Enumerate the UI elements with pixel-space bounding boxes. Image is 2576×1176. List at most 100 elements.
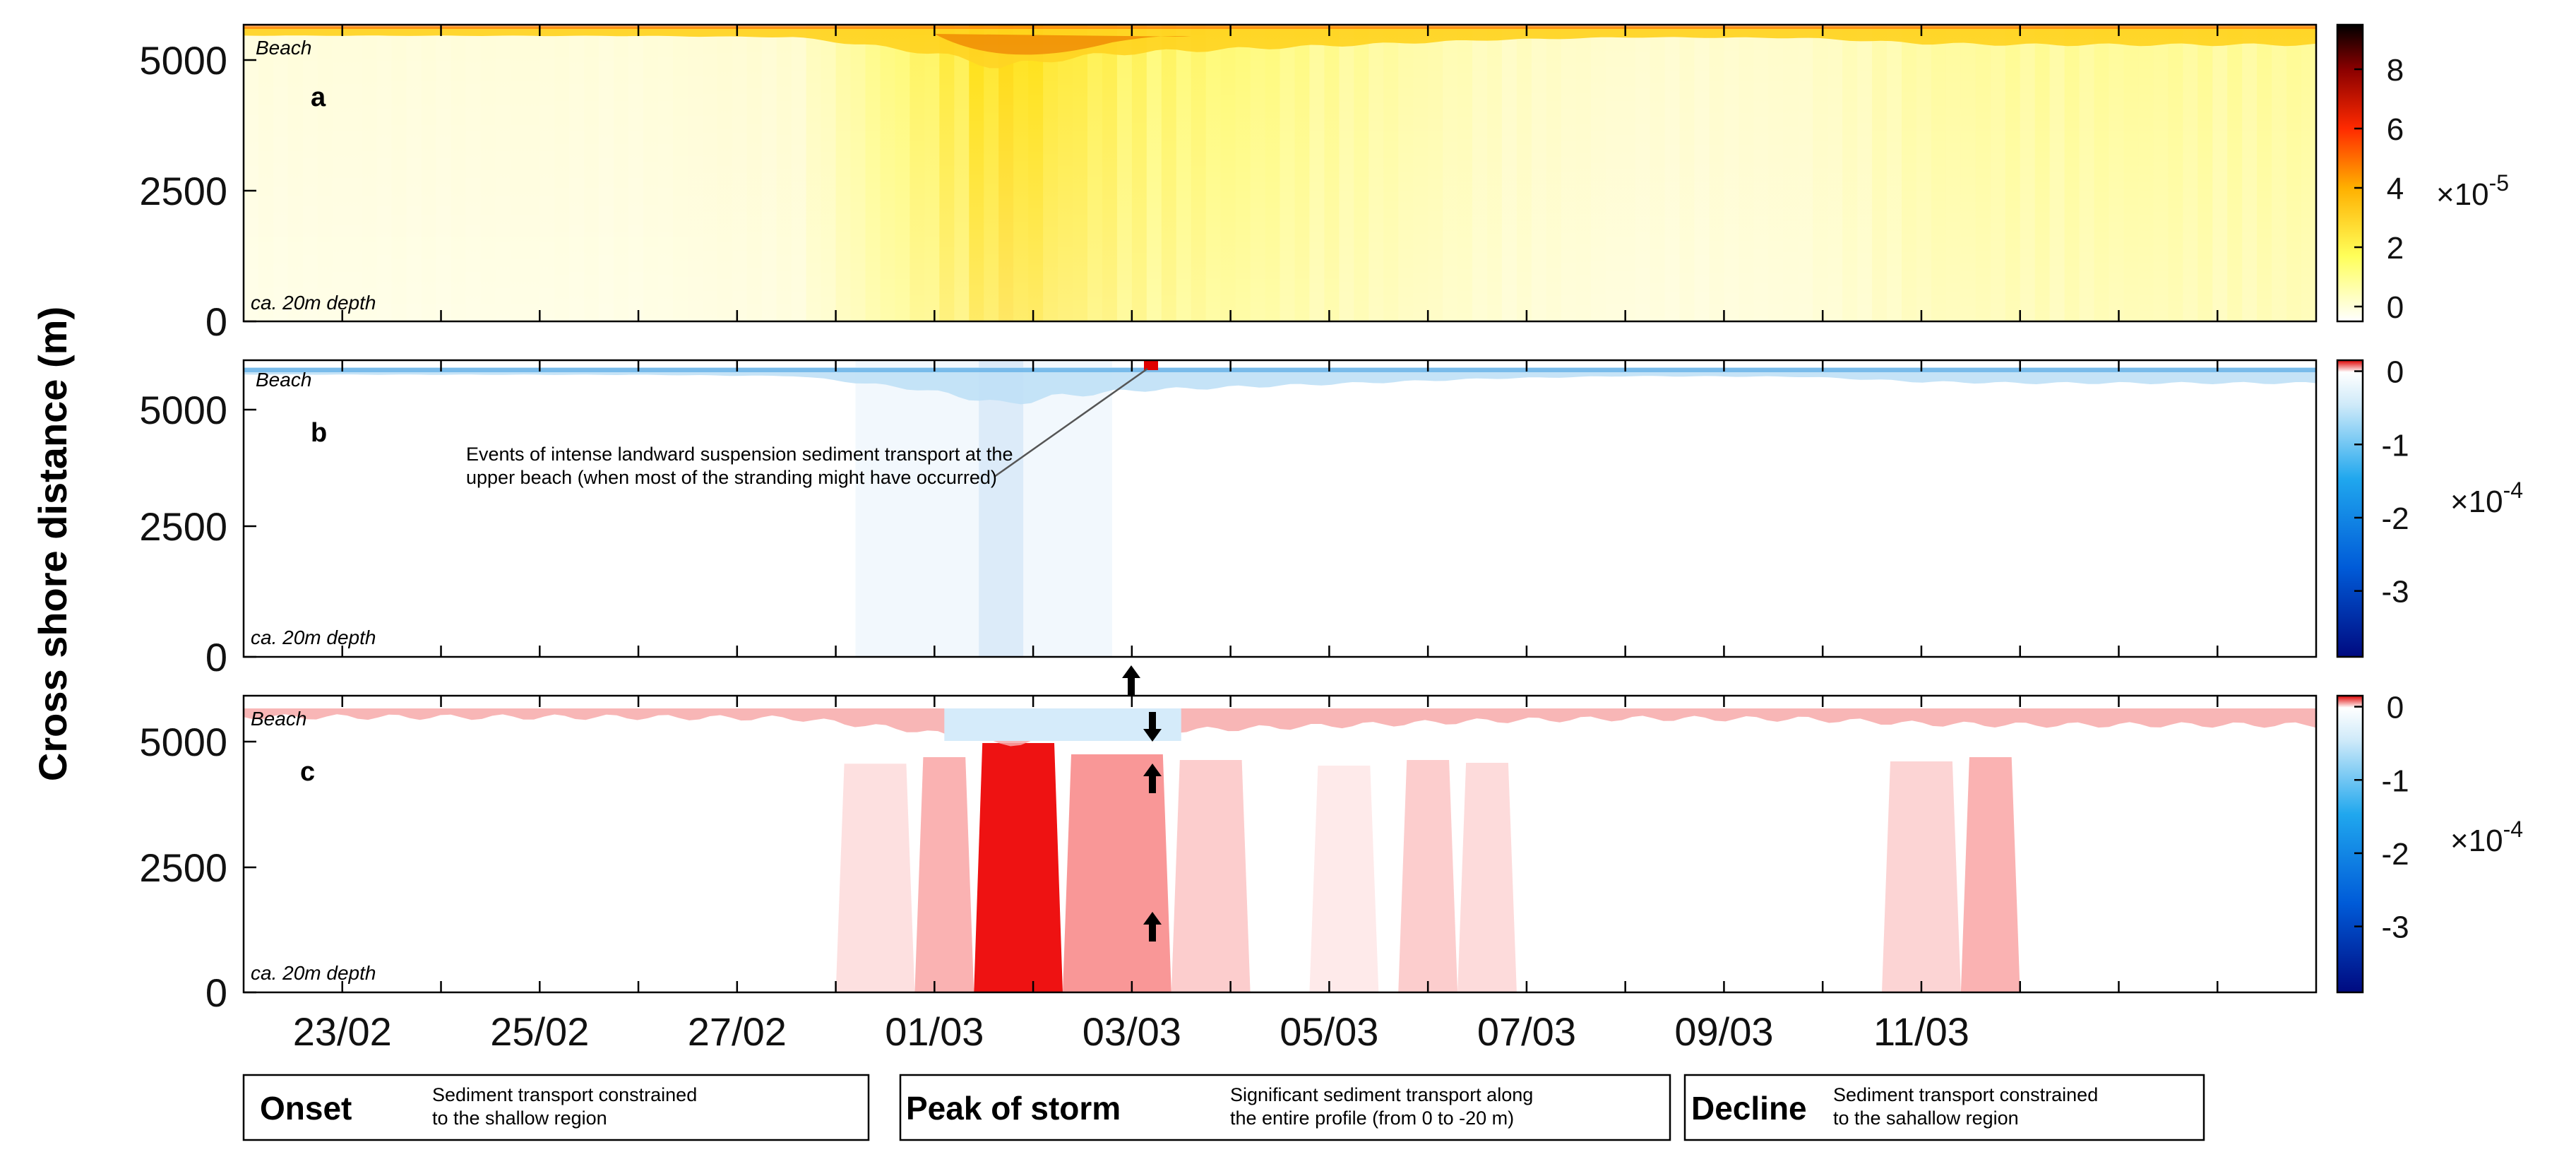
panel-a-beach-label: Beach: [256, 37, 311, 59]
panel-b-beach-label: Beach: [256, 369, 311, 391]
panel-b-shore-band: [244, 367, 2316, 405]
colorbar-tick-label: 0: [2387, 290, 2404, 325]
phase-decline-title: Decline: [1691, 1090, 1807, 1127]
panel-b-colorbar-exponent: ×10-4: [2450, 477, 2523, 519]
phase-onset-title: Onset: [260, 1090, 352, 1127]
colorbar-tick-label: 8: [2387, 53, 2404, 88]
colorbar-tick-label: 4: [2387, 172, 2404, 206]
panel-b-background: [244, 360, 2316, 657]
panel-c-colorbar-exponent: ×10-4: [2450, 816, 2523, 858]
panel-b-heat-columns: [855, 360, 1112, 657]
panel-c-x-ticks: [341, 696, 2219, 992]
panel-c-heat-columns: [835, 743, 2020, 992]
phase-box-peak: Peak of storm Significant sediment trans…: [899, 1074, 1671, 1141]
heat-column: [974, 743, 1063, 992]
heat-column: [1309, 766, 1379, 992]
heat-column: [1457, 763, 1517, 992]
phase-box-onset: Onset Sediment transport constrained to …: [242, 1074, 870, 1141]
shore-band-offshore: [944, 708, 1181, 741]
panel-c-beach-label: Beach: [251, 708, 306, 730]
heat-column: [1063, 754, 1171, 992]
panel-b-note-line-2: upper beach (when most of the stranding …: [466, 467, 997, 488]
heat-column: [1171, 760, 1251, 992]
phase-onset-desc-2: to the shallow region: [432, 1107, 607, 1129]
heat-column: [979, 360, 1024, 657]
panel-b-ytick-label-5000: 5000: [139, 388, 227, 432]
panel-b-colorbar-ticks: 0 -1 -2 -3: [2354, 355, 2409, 610]
panel-a-colorbar: [2336, 23, 2364, 323]
panel-a-frame: [242, 23, 2318, 323]
panel-b-ytick-label-2500: 2500: [139, 504, 227, 549]
colorbar-tick-label: 0: [2387, 355, 2404, 390]
panel-b-letter: b: [311, 418, 327, 448]
x-tick-label: 27/02: [688, 1009, 787, 1054]
colorbar-tick-label: -2: [2381, 837, 2409, 872]
x-tick-label: 05/03: [1280, 1009, 1378, 1054]
shore-band-rim: [244, 368, 2316, 372]
colorbar-tick-label: -2: [2381, 501, 2409, 536]
panel-c-shore-band: [244, 708, 2316, 747]
phase-peak-desc-2: the entire profile (from 0 to -20 m): [1230, 1107, 1514, 1129]
panel-a-ytick-label-5000: 5000: [139, 38, 227, 83]
panel-a: 0 2500 5000 a Beach ca. 20m depth 02468 …: [139, 23, 2509, 344]
panel-a-ytick-label-0: 0: [205, 299, 227, 344]
panel-b-ytick-label-0: 0: [205, 635, 227, 679]
panel-b: 0 2500 5000 b Beach ca. 20m depth Events…: [139, 355, 2523, 679]
panel-c-depth-label: ca. 20m depth: [251, 962, 376, 984]
heat-column: [1960, 757, 2020, 992]
shore-band: [244, 708, 2316, 747]
heat-column: [1882, 761, 1961, 992]
colorbar-tick-label: -1: [2381, 764, 2409, 798]
colorbar-tick-label: 2: [2387, 231, 2404, 266]
phase-onset-desc-1: Sediment transport constrained: [432, 1084, 697, 1105]
shore-band: [244, 367, 2316, 405]
x-tick-label: 11/03: [1873, 1009, 1969, 1054]
x-tick-label: 23/02: [293, 1009, 392, 1054]
x-tick-label: 09/03: [1674, 1009, 1773, 1054]
heat-column: [914, 757, 974, 992]
panel-a-depth-label: ca. 20m depth: [251, 292, 376, 314]
phase-peak-title: Peak of storm: [906, 1090, 1121, 1127]
heat-column: [835, 764, 915, 992]
panel-b-frame: [242, 359, 2318, 658]
panel-a-x-ticks: [341, 25, 2219, 321]
panel-c-letter: c: [300, 757, 315, 787]
panel-a-colorbar-exponent: ×10-5: [2436, 170, 2509, 212]
panel-b-x-ticks: [341, 360, 2219, 657]
phase-box-decline: Decline Sediment transport constrained t…: [1683, 1074, 2205, 1141]
arrow-up-icon: [1143, 764, 1162, 793]
x-tick-label: 01/03: [885, 1009, 984, 1054]
arrow-up-icon: [1122, 665, 1140, 695]
panel-c-ytick-label-5000: 5000: [139, 720, 227, 764]
panel-b-depth-label: ca. 20m depth: [251, 626, 376, 648]
panel-a-depth-fade: [244, 25, 2316, 321]
panel-b-landward-event-marker: [1144, 360, 1158, 370]
arrow-up-icon: [1143, 912, 1162, 942]
phase-decline-desc-2: to the sahallow region: [1833, 1107, 2019, 1129]
panel-a-ytick-label-2500: 2500: [139, 169, 227, 213]
panel-b-colorbar: [2336, 359, 2364, 658]
panel-c-ytick-label-0: 0: [205, 970, 227, 1015]
panel-a-letter: a: [311, 83, 326, 112]
panel-b-note-pointer: [994, 367, 1148, 478]
colorbar-tick-label: 0: [2387, 691, 2404, 725]
panel-c-ytick-label-2500: 2500: [139, 845, 227, 890]
colorbar-tick-label: -1: [2381, 428, 2409, 463]
arrow-down-icon: [1143, 712, 1162, 742]
y-axis-label: Cross shore distance (m): [30, 307, 75, 781]
x-tick-label: 07/03: [1477, 1009, 1576, 1054]
panel-c-frame: [242, 694, 2318, 994]
x-axis-tick-labels: 23/02 25/02 27/02 01/03 03/03 05/03 07/03 09/03…: [293, 1009, 1969, 1054]
colorbar-tick-label: 6: [2387, 112, 2404, 147]
panel-c: 0 2500 5000 c Beach ca. 20m depth 0 -1 -2 -…: [139, 665, 2523, 1015]
colorbar-tick-label: -3: [2381, 575, 2409, 610]
phase-decline-desc-1: Sediment transport constrained: [1833, 1084, 2098, 1105]
panel-c-colorbar: [2336, 694, 2364, 994]
x-tick-label: 03/03: [1083, 1009, 1181, 1054]
x-tick-label: 25/02: [490, 1009, 589, 1054]
panel-a-colorbar-ticks: 0 2 4 6 8: [2354, 53, 2404, 325]
heat-column: [1398, 760, 1458, 992]
colorbar-tick-label: -3: [2381, 910, 2409, 945]
panel-b-note-line-1: Events of intense landward suspension se…: [466, 444, 1013, 465]
